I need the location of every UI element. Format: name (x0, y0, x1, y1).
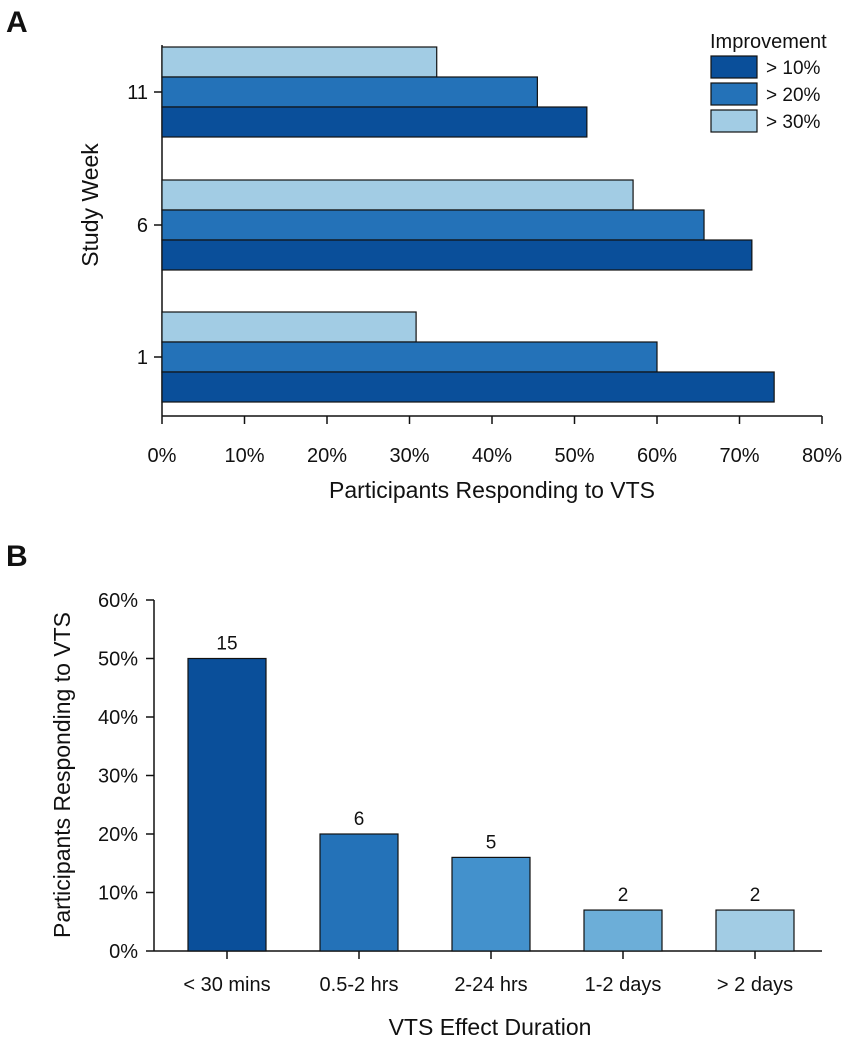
chart-a-bar (161, 209, 705, 241)
chart-b-y-tick-label: 40% (98, 707, 138, 729)
chart-b-data-label: 2 (750, 885, 761, 906)
chart-b-bar (583, 909, 663, 952)
chart-b-x-tick-label: > 2 days (717, 974, 793, 996)
chart-a-x-tick-label: 80% (802, 445, 842, 467)
legend-swatch (710, 55, 758, 79)
chart-a-bar (161, 311, 417, 343)
chart-a-bar (161, 46, 438, 78)
chart-b-data-label: 2 (618, 885, 629, 906)
chart-b-y-axis-title: Participants Responding to VTS (49, 612, 75, 938)
chart-a-bar (161, 371, 775, 403)
chart-a-legend: Improvement > 10% > 20% > 30% (710, 31, 827, 133)
chart-a-bar (161, 239, 753, 271)
chart-b-bar (187, 657, 267, 952)
chart-b-y-tick-label: 30% (98, 766, 138, 788)
chart-b-x-tick-label: 0.5-2 hrs (320, 974, 399, 996)
chart-b-x-tick-label: 2-24 hrs (454, 974, 527, 996)
chart-a-x-axis-title: Participants Responding to VTS (329, 477, 655, 503)
chart-b-bar (319, 833, 399, 952)
chart-a-y-axis-title: Study Week (77, 143, 103, 267)
chart-a-x-tick-label: 40% (472, 445, 512, 467)
chart-b-data-label: 15 (216, 634, 237, 655)
legend-swatch (710, 109, 758, 133)
panel-label-b: B (6, 540, 28, 573)
legend-swatch (710, 82, 758, 106)
panel-label-a: A (6, 6, 28, 39)
chart-b-x-tick-label: < 30 mins (183, 974, 270, 996)
chart-b-bar (715, 909, 795, 952)
chart-b-data-label: 5 (486, 832, 497, 853)
chart-a-x-tick-label: 50% (554, 445, 594, 467)
legend-label: > 20% (766, 85, 821, 106)
chart-a-bar (161, 179, 634, 211)
legend-label: > 30% (766, 112, 821, 133)
chart-b-y-tick-label: 20% (98, 824, 138, 846)
chart-a-bar (161, 341, 658, 373)
chart-b-data-label: 6 (354, 809, 365, 830)
chart-a-y-tick-label: 11 (127, 82, 148, 104)
chart-a-x-tick-label: 60% (637, 445, 677, 467)
legend-label: > 10% (766, 58, 821, 79)
chart-a-x-tick-label: 70% (719, 445, 759, 467)
legend-title: Improvement (710, 31, 827, 53)
chart-b-x-tick-label: 1-2 days (585, 974, 662, 996)
chart-b-y-tick-label: 60% (98, 590, 138, 612)
chart-b-x-axis-title: VTS Effect Duration (389, 1014, 592, 1040)
chart-a-bar (161, 76, 538, 108)
chart-b: B 0% 10% 20% 30% 40% 50% 60% 15 6 5 2 2 < 30 mins 0… (6, 540, 822, 1040)
chart-b-y-tick-label: 50% (98, 649, 138, 671)
chart-a-bar (161, 106, 588, 138)
chart-a-x-tick-label: 10% (224, 445, 264, 467)
chart-a-y-tick-label: 6 (137, 215, 148, 237)
chart-b-y-tick-label: 10% (98, 883, 138, 905)
chart-a-x-tick-label: 30% (389, 445, 429, 467)
chart-a-y-tick-label: 1 (137, 347, 148, 369)
chart-a-x-tick-label: 0% (148, 445, 177, 467)
chart-b-bar (451, 856, 531, 952)
chart-a: A 0% 10% 20% 30% 40% 50% 60% 70% 80% 11 6 1 Partic… (6, 6, 842, 503)
chart-b-y-tick-label: 0% (109, 941, 138, 963)
chart-a-x-tick-label: 20% (307, 445, 347, 467)
